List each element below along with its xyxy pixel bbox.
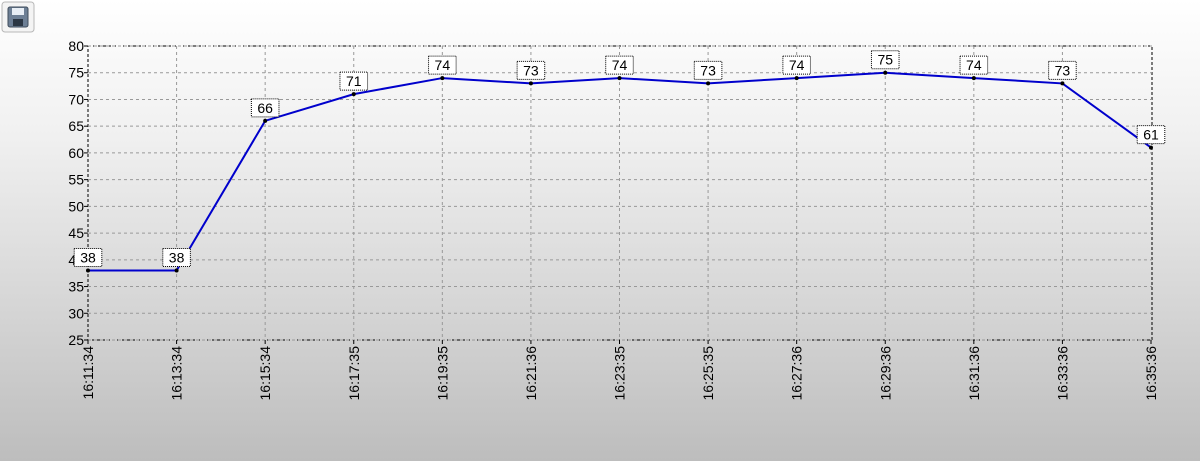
data-label-box: [605, 55, 634, 75]
data-label-text: 61: [1143, 127, 1159, 143]
data-label: 71: [339, 71, 369, 91]
data-label-box: [428, 55, 457, 75]
data-point: [971, 76, 976, 81]
data-label-text: 75: [877, 52, 893, 68]
data-label-text: 74: [612, 57, 628, 73]
data-label-box: [959, 55, 989, 75]
y-tick-label: 70: [68, 91, 84, 107]
data-point: [440, 76, 445, 81]
x-tick-label: 16:33:36: [1054, 346, 1070, 401]
data-label: 73: [516, 60, 546, 80]
y-tick-label: 80: [68, 38, 84, 54]
data-label-text: 38: [169, 250, 185, 266]
x-tick-label: 16:23:35: [612, 346, 628, 401]
data-point: [617, 76, 622, 81]
x-tick-label: 16:15:34: [257, 346, 273, 401]
data-label: 74: [959, 55, 989, 75]
data-label: 66: [250, 98, 280, 118]
data-label-box: [782, 55, 811, 75]
save-button[interactable]: [1, 1, 35, 33]
x-tick-label: 16:27:36: [789, 346, 805, 401]
data-label-box: [693, 60, 723, 80]
y-tick-label: 65: [68, 118, 84, 134]
x-tick-label: 16:11:34: [80, 346, 96, 400]
x-tick-label: 16:21:36: [523, 346, 539, 401]
y-tick-label: 45: [68, 225, 84, 241]
data-label: 38: [162, 248, 191, 268]
data-label-box: [870, 50, 900, 70]
y-tick-label: 30: [68, 305, 84, 321]
data-label-text: 73: [700, 62, 716, 78]
data-point: [1060, 81, 1065, 86]
data-label-text: 74: [789, 57, 805, 73]
data-label-text: 38: [80, 250, 96, 266]
data-label: 74: [428, 55, 457, 75]
data-point: [883, 70, 888, 75]
data-point: [351, 92, 356, 97]
x-tick-label: 16:35:36: [1143, 346, 1159, 401]
data-point: [263, 118, 268, 123]
data-point: [706, 81, 711, 86]
x-tick-label: 16:19:35: [434, 346, 450, 401]
x-tick-label: 16:25:35: [700, 346, 716, 401]
data-label: 61: [1136, 125, 1166, 145]
data-point: [174, 268, 179, 273]
y-tick-label: 50: [68, 198, 84, 214]
y-tick-label: 25: [68, 332, 84, 348]
data-label-text: 71: [346, 73, 362, 89]
y-tick-label: 60: [68, 145, 84, 161]
data-label-text: 74: [435, 57, 451, 73]
data-point: [794, 76, 799, 81]
data-point: [1149, 145, 1153, 150]
data-label-box: [73, 248, 103, 268]
data-label-text: 66: [257, 100, 273, 116]
data-label-box: [1048, 60, 1077, 80]
y-tick-label: 35: [68, 279, 84, 295]
data-point: [528, 81, 533, 86]
y-tick-label: 55: [68, 172, 84, 188]
save-icon-shutter[interactable]: [13, 19, 23, 26]
data-label-box: [250, 98, 280, 118]
data-label: 74: [782, 55, 811, 75]
data-label: 38: [73, 248, 103, 268]
data-label-box: [1136, 125, 1166, 145]
data-label: 75: [870, 50, 900, 70]
data-label-text: 73: [523, 62, 539, 78]
data-label: 74: [605, 55, 634, 75]
data-point: [86, 268, 90, 273]
data-label: 73: [693, 60, 723, 80]
x-tick-label: 16:13:34: [169, 346, 185, 401]
data-label-text: 73: [1055, 62, 1071, 78]
x-tick-label: 16:31:36: [966, 346, 982, 401]
x-tick-label: 16:17:35: [346, 346, 362, 401]
data-label: 73: [1048, 60, 1077, 80]
y-tick-label: 75: [68, 65, 84, 81]
data-label-text: 74: [966, 57, 982, 73]
data-label-box: [162, 248, 191, 268]
data-label-box: [339, 71, 369, 91]
save-icon-label[interactable]: [12, 8, 24, 15]
x-tick-label: 16:29:36: [877, 346, 893, 401]
data-label-box: [516, 60, 546, 80]
